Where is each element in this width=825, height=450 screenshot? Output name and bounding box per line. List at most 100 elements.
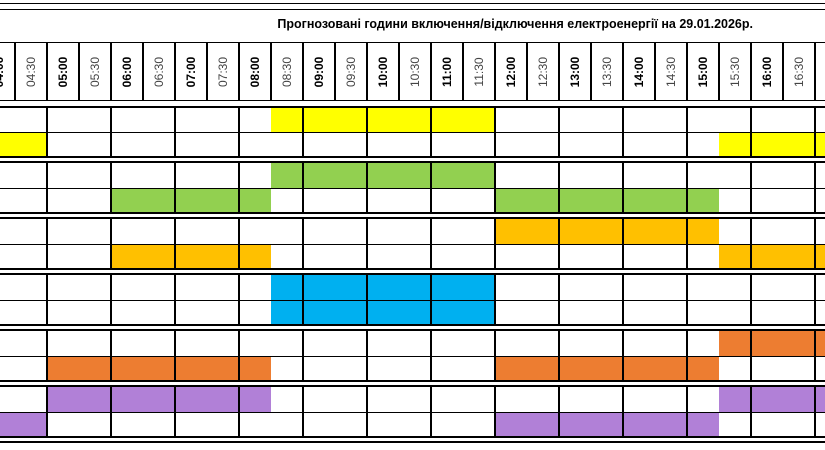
time-label: 13:00 xyxy=(568,56,582,87)
outage-slot xyxy=(79,387,111,412)
hour-divider xyxy=(238,273,240,326)
time-header-cell: 15:30 xyxy=(719,42,751,101)
outage-slot xyxy=(559,412,591,437)
time-header-cell: 11:30 xyxy=(463,42,495,101)
hour-divider xyxy=(46,106,48,158)
hour-divider xyxy=(558,217,560,270)
time-label: 04:30 xyxy=(24,56,38,87)
hour-divider xyxy=(686,273,688,326)
row-divider xyxy=(0,161,825,163)
outage-slot xyxy=(207,188,239,213)
row-divider xyxy=(0,156,825,158)
hour-divider xyxy=(366,385,368,438)
outage-slot xyxy=(719,244,751,269)
outage-slot xyxy=(687,356,719,381)
time-label: 16:30 xyxy=(792,56,806,87)
hour-divider xyxy=(558,385,560,438)
time-label: 06:30 xyxy=(152,56,166,87)
time-label: 08:30 xyxy=(280,56,294,87)
hour-divider xyxy=(174,329,176,382)
outage-slot xyxy=(47,387,79,412)
time-header-cell: 14:30 xyxy=(655,42,687,101)
time-label: 12:00 xyxy=(504,56,518,87)
outage-slot xyxy=(495,188,527,213)
outage-slot xyxy=(527,356,559,381)
outage-slot xyxy=(367,300,399,325)
hour-divider xyxy=(750,329,752,382)
outage-slot xyxy=(303,275,335,300)
hour-divider xyxy=(302,273,304,326)
outage-slot xyxy=(655,219,687,244)
hour-divider xyxy=(46,273,48,326)
outage-slot xyxy=(463,275,495,300)
time-header-cell: 10:00 xyxy=(367,42,399,101)
time-label: 07:30 xyxy=(216,56,230,87)
outage-slot xyxy=(495,356,527,381)
outage-slot xyxy=(815,244,825,269)
outage-slot xyxy=(143,356,175,381)
outage-slot xyxy=(303,107,335,132)
outage-slot xyxy=(623,219,655,244)
hour-divider xyxy=(750,106,752,158)
outage-slot xyxy=(655,188,687,213)
hour-divider xyxy=(110,161,112,214)
outage-slot xyxy=(687,188,719,213)
hour-divider xyxy=(46,385,48,438)
hour-divider xyxy=(46,329,48,382)
outage-slot xyxy=(143,387,175,412)
outage-slot xyxy=(271,163,303,188)
outage-slot xyxy=(751,132,783,157)
hour-divider xyxy=(494,106,496,158)
outage-slot xyxy=(399,275,431,300)
outage-slot xyxy=(687,412,719,437)
outage-slot xyxy=(335,300,367,325)
top-border xyxy=(0,3,825,4)
hour-divider xyxy=(814,385,816,438)
hour-divider xyxy=(558,161,560,214)
outage-slot xyxy=(175,244,207,269)
outage-slot xyxy=(591,356,623,381)
hour-divider xyxy=(686,385,688,438)
time-header-cell: 09:30 xyxy=(335,42,367,101)
hour-divider xyxy=(366,106,368,158)
hour-divider xyxy=(302,385,304,438)
row-divider xyxy=(0,188,825,189)
outage-slot xyxy=(431,300,463,325)
outage-slot xyxy=(719,387,751,412)
outage-slot xyxy=(527,219,559,244)
time-header-cell: 11:00 xyxy=(431,42,463,101)
hour-divider xyxy=(558,329,560,382)
hour-divider xyxy=(174,217,176,270)
outage-slot xyxy=(623,188,655,213)
outage-slot xyxy=(207,387,239,412)
outage-slot xyxy=(399,163,431,188)
hour-divider xyxy=(750,161,752,214)
time-header-cell: 09:00 xyxy=(303,42,335,101)
hour-divider xyxy=(430,106,432,158)
hour-divider xyxy=(814,106,816,158)
row-divider xyxy=(0,268,825,270)
row-divider xyxy=(0,300,825,301)
outage-slot xyxy=(463,300,495,325)
outage-slot xyxy=(719,331,751,356)
hour-divider xyxy=(238,329,240,382)
hour-divider xyxy=(814,329,816,382)
hour-divider xyxy=(430,217,432,270)
row-divider xyxy=(0,441,825,443)
outage-slot xyxy=(399,107,431,132)
outage-slot xyxy=(783,132,815,157)
hour-divider xyxy=(750,217,752,270)
outage-slot xyxy=(783,387,815,412)
outage-slot xyxy=(495,412,527,437)
hour-divider xyxy=(558,273,560,326)
hour-divider xyxy=(238,217,240,270)
time-label: 15:30 xyxy=(728,56,742,87)
row-divider xyxy=(0,436,825,438)
time-label: 07:00 xyxy=(184,56,198,87)
hour-divider xyxy=(174,106,176,158)
time-label: 14:00 xyxy=(632,56,646,87)
hour-divider xyxy=(814,273,816,326)
hour-divider xyxy=(302,329,304,382)
schedule-title: Прогнозовані години включення/відключенн… xyxy=(277,17,753,31)
outage-slot xyxy=(431,107,463,132)
